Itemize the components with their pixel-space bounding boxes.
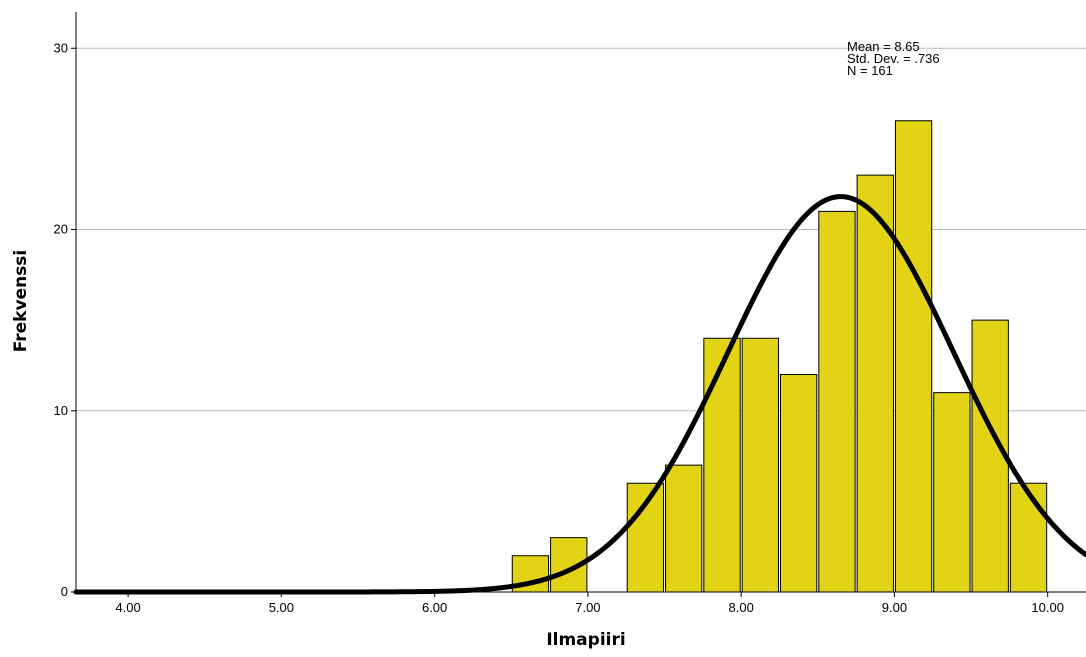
histogram-bar bbox=[703, 337, 741, 593]
histogram-bar bbox=[779, 374, 818, 593]
y-tick-label: 10 bbox=[54, 403, 68, 418]
x-tick-label: 7.00 bbox=[575, 600, 600, 615]
histogram-bar bbox=[933, 392, 971, 593]
y-tick-label: 0 bbox=[61, 584, 68, 599]
histogram-bar bbox=[741, 337, 779, 593]
y-axis-title: Frekvenssi bbox=[11, 250, 31, 353]
x-tick-label: 6.00 bbox=[422, 600, 447, 615]
x-axis-ticks: 4.00 5.00 6.00 7.00 8.00 9.00 10.00 bbox=[115, 592, 1064, 615]
histogram-bar bbox=[818, 210, 856, 593]
histogram-bar bbox=[894, 120, 933, 593]
x-tick-label: 8.00 bbox=[729, 600, 754, 615]
stats-mean: Mean = 8.65 bbox=[847, 39, 920, 54]
x-tick-label: 9.00 bbox=[882, 600, 907, 615]
stats-n: N = 161 bbox=[847, 63, 893, 78]
histogram-bar bbox=[971, 319, 1009, 593]
y-axis-ticks: 0 10 20 30 bbox=[54, 40, 76, 599]
histogram-bar bbox=[1009, 482, 1048, 593]
y-tick-label: 20 bbox=[54, 222, 68, 237]
x-tick-label: 10.00 bbox=[1031, 600, 1064, 615]
x-tick-label: 5.00 bbox=[269, 600, 294, 615]
stats-std-dev: Std. Dev. = .736 bbox=[847, 51, 940, 66]
histogram-bar bbox=[665, 464, 703, 593]
histogram-bar bbox=[626, 482, 665, 593]
y-tick-label: 30 bbox=[54, 40, 68, 55]
histogram-bar bbox=[856, 174, 894, 593]
stats-box: Mean = 8.65 Std. Dev. = .736 N = 161 bbox=[847, 39, 940, 78]
x-tick-label: 4.00 bbox=[115, 600, 140, 615]
x-axis-title: Ilmapiiri bbox=[546, 630, 625, 650]
histogram-bars bbox=[511, 120, 1048, 593]
